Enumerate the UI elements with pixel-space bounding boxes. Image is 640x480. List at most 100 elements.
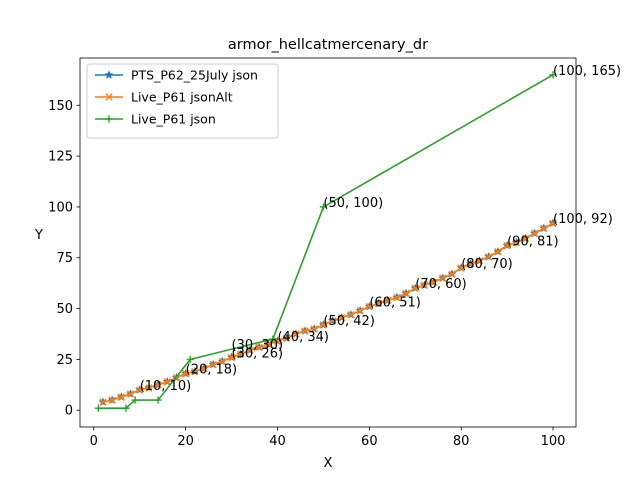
series-2-point (384, 296, 392, 305)
series-2-point (209, 360, 217, 369)
data-label: (100, 92) (553, 212, 613, 227)
series-2-point (301, 327, 309, 335)
series-2-point (200, 364, 208, 373)
series-2-point (411, 284, 419, 292)
series-2-point (374, 299, 383, 308)
series-2-point (117, 393, 126, 401)
y-tick-label: 75 (56, 251, 73, 266)
data-label: (40, 34) (277, 330, 329, 345)
y-tick-label: 0 (65, 404, 73, 419)
legend-label: Live_P61 jsonAlt (131, 90, 233, 105)
series-2-point (420, 281, 429, 289)
series-2-point (154, 381, 162, 389)
series-2-point (356, 306, 364, 315)
y-axis-label: Y (34, 228, 43, 243)
axis-ticks: 0 20 40 60 80 100 0 25 50 75 100 125 150 (48, 99, 565, 449)
series-3-point (154, 396, 162, 404)
plot-area: (10, 10)(20, 18) (30, 26)(30, 30)(40, 34)… (94, 64, 621, 412)
series-2-point (521, 234, 530, 243)
series-2-point (218, 357, 227, 366)
series-2-point (439, 274, 447, 282)
series-2-point (393, 293, 401, 302)
series-2-point (181, 369, 190, 378)
data-label: (100, 165) (553, 64, 621, 79)
data-label: (70, 60) (415, 277, 467, 292)
series-2-point (485, 253, 493, 261)
legend-label: PTS_P62_25July json (131, 68, 258, 83)
legend-marker (105, 93, 113, 101)
y-tick-label: 50 (56, 302, 73, 317)
series-3-point (186, 355, 194, 364)
data-label: (50, 42) (323, 314, 375, 329)
data-label: (30, 26) (232, 346, 284, 361)
series-2-point (255, 343, 263, 351)
series-2-point (237, 350, 245, 359)
data-label: (60, 51) (369, 296, 421, 311)
data-label: (80, 70) (461, 257, 513, 272)
series-2-point (429, 278, 438, 286)
series-2-point (494, 247, 502, 256)
series-2-point (292, 330, 300, 338)
series-2-point (402, 289, 410, 298)
x-tick-label: 100 (541, 434, 566, 449)
y-tick-label: 150 (48, 99, 73, 114)
y-tick-label: 100 (48, 200, 73, 215)
data-label: (90, 81) (507, 235, 559, 250)
series-2-point (145, 384, 153, 392)
series-3-point (94, 404, 102, 412)
series-2-point (310, 325, 318, 333)
series-line-2 (102, 222, 554, 403)
series-3-point (319, 203, 328, 211)
series-line-1 (102, 222, 554, 403)
series-2-point (191, 367, 199, 376)
x-tick-label: 20 (177, 434, 194, 449)
series-2-point (282, 334, 291, 342)
series-2-point (365, 302, 374, 311)
series-2-point (466, 260, 475, 268)
series-3-point (122, 404, 130, 412)
series-2-point (347, 310, 355, 319)
data-label: (10, 10) (140, 379, 192, 394)
x-tick-label: 40 (269, 434, 286, 449)
x-axis-label: X (324, 456, 333, 471)
data-label: (50, 100) (323, 196, 383, 211)
series-2-point (503, 241, 511, 250)
y-tick-label: 125 (48, 150, 73, 165)
series-2-point (99, 398, 107, 406)
series-2-point (126, 390, 135, 398)
series-2-point (549, 219, 557, 227)
x-tick-label: 80 (453, 434, 470, 449)
series-2-point (512, 238, 520, 247)
y-tick-label: 25 (56, 353, 73, 368)
series-2-point (246, 346, 254, 354)
series-2-point (264, 340, 272, 348)
series-2-point (319, 321, 328, 329)
data-label: (30, 30) (232, 338, 284, 353)
series-3-point (269, 335, 277, 343)
series-2-point (227, 353, 236, 362)
chart-title: armor_hellcatmercenary_dr (228, 37, 428, 53)
series-line-3 (98, 74, 554, 409)
legend-box (86, 63, 279, 139)
series-2-point (108, 396, 116, 404)
x-tick-label: 0 (90, 434, 98, 449)
legend: PTS_P62_25July json Live_P61 jsonAlt Live_… (86, 63, 279, 139)
series-3-point (131, 396, 139, 404)
series-2-point (338, 314, 346, 322)
series-2-point (475, 257, 484, 265)
data-label: (20, 18) (186, 363, 238, 378)
series-2-point (136, 386, 144, 394)
legend-label: Live_P61 json (131, 112, 216, 127)
series-3-point (549, 71, 557, 79)
series-2-point (448, 270, 456, 278)
series-2-point (457, 264, 465, 272)
x-tick-label: 60 (361, 434, 378, 449)
legend-marker (105, 115, 113, 123)
series-2-point (540, 224, 548, 232)
legend-marker (104, 70, 114, 79)
plot-frame (79, 57, 577, 428)
series-2-point (163, 378, 171, 386)
series-2-point (530, 229, 539, 238)
series-2-point (328, 317, 337, 325)
